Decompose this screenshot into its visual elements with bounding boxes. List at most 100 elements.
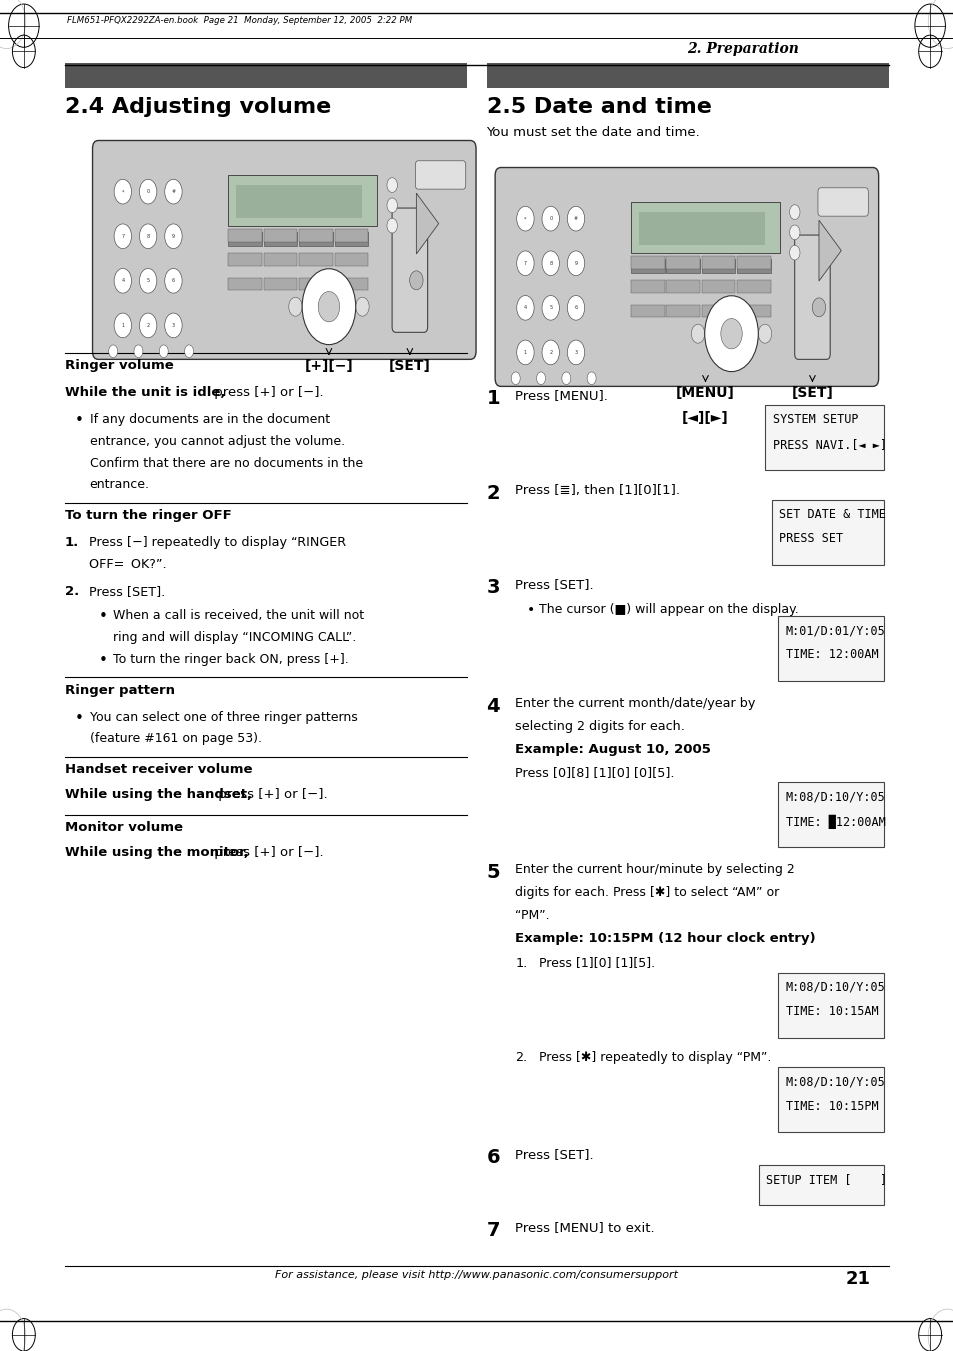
Text: [◄][►]: [◄][►] xyxy=(681,411,728,424)
FancyBboxPatch shape xyxy=(817,188,867,216)
Text: digits for each. Press [✱] to select “AM” or: digits for each. Press [✱] to select “AM… xyxy=(515,886,779,900)
Text: SYSTEM SETUP: SYSTEM SETUP xyxy=(772,413,858,427)
Text: press [+] or [−].: press [+] or [−]. xyxy=(210,846,323,859)
Text: M:08/D:10/Y:05: M:08/D:10/Y:05 xyxy=(785,790,884,804)
Bar xyxy=(335,278,368,290)
Text: •: • xyxy=(74,413,83,428)
Text: 2.4 Adjusting volume: 2.4 Adjusting volume xyxy=(65,97,331,118)
Text: #: # xyxy=(172,189,175,195)
Text: entrance.: entrance. xyxy=(90,478,150,492)
Bar xyxy=(631,257,664,269)
Text: Handset receiver volume: Handset receiver volume xyxy=(65,763,253,777)
Circle shape xyxy=(289,297,302,316)
Text: ring and will display “INCOMING CALL”.: ring and will display “INCOMING CALL”. xyxy=(112,631,355,644)
Text: Press [1][0] [1][5].: Press [1][0] [1][5]. xyxy=(538,957,655,970)
Text: To turn the ringer OFF: To turn the ringer OFF xyxy=(65,509,232,523)
Bar xyxy=(764,405,883,470)
Bar xyxy=(299,278,333,290)
Circle shape xyxy=(789,205,800,219)
Bar xyxy=(229,278,262,290)
Circle shape xyxy=(109,345,117,358)
Bar xyxy=(299,254,333,266)
Circle shape xyxy=(159,345,168,358)
Text: While using the handset,: While using the handset, xyxy=(65,788,252,801)
Bar xyxy=(778,973,883,1038)
Text: Press [≣], then [1][0][1].: Press [≣], then [1][0][1]. xyxy=(515,484,679,497)
Circle shape xyxy=(387,199,397,212)
Circle shape xyxy=(114,269,132,293)
Text: Press [MENU] to exit.: Press [MENU] to exit. xyxy=(515,1221,654,1235)
Text: 5: 5 xyxy=(147,278,150,284)
Text: M:08/D:10/Y:05: M:08/D:10/Y:05 xyxy=(785,981,884,994)
Text: While the unit is idle,: While the unit is idle, xyxy=(65,386,225,400)
Text: 7: 7 xyxy=(121,234,124,239)
Bar xyxy=(631,305,664,317)
FancyBboxPatch shape xyxy=(794,235,829,359)
Text: PRESS SET: PRESS SET xyxy=(779,532,842,546)
Bar xyxy=(229,176,377,226)
Text: Press [SET].: Press [SET]. xyxy=(89,585,165,598)
Text: [SET]: [SET] xyxy=(791,386,833,400)
Circle shape xyxy=(567,251,584,276)
Circle shape xyxy=(704,296,758,372)
Text: [+][−]: [+][−] xyxy=(304,359,353,373)
Bar xyxy=(229,230,262,242)
Text: #: # xyxy=(574,216,578,222)
Text: 5: 5 xyxy=(486,863,499,882)
Circle shape xyxy=(567,340,584,365)
Text: •: • xyxy=(74,711,83,725)
Text: To turn the ringer back ON, press [+].: To turn the ringer back ON, press [+]. xyxy=(112,653,348,666)
Circle shape xyxy=(387,219,397,232)
Text: 8: 8 xyxy=(549,261,552,266)
FancyBboxPatch shape xyxy=(392,208,427,332)
Text: 6: 6 xyxy=(574,305,577,311)
Text: TIME: 10:15AM: TIME: 10:15AM xyxy=(785,1005,878,1019)
Circle shape xyxy=(165,269,182,293)
Text: Ringer pattern: Ringer pattern xyxy=(65,684,174,697)
Text: *: * xyxy=(523,216,526,222)
Bar xyxy=(737,281,770,293)
Text: TIME: 12:00AM: TIME: 12:00AM xyxy=(785,648,878,662)
Circle shape xyxy=(139,313,156,338)
Bar xyxy=(778,1067,883,1132)
Circle shape xyxy=(561,372,570,385)
Text: Press [✱] repeatedly to display “PM”.: Press [✱] repeatedly to display “PM”. xyxy=(538,1051,771,1065)
Text: [SET]: [SET] xyxy=(389,359,431,373)
Bar xyxy=(666,281,700,293)
Bar xyxy=(335,230,368,242)
Text: Press [SET].: Press [SET]. xyxy=(515,578,593,592)
Text: M:01/D:01/Y:05: M:01/D:01/Y:05 xyxy=(785,624,884,638)
Text: Enter the current hour/minute by selecting 2: Enter the current hour/minute by selecti… xyxy=(515,863,794,877)
Polygon shape xyxy=(416,193,438,254)
Bar xyxy=(737,305,770,317)
Circle shape xyxy=(789,246,800,259)
Text: *: * xyxy=(121,189,124,195)
Text: 4: 4 xyxy=(486,697,499,716)
Text: You must set the date and time.: You must set the date and time. xyxy=(486,126,700,139)
Text: Example: August 10, 2005: Example: August 10, 2005 xyxy=(515,743,710,757)
Bar xyxy=(264,230,297,242)
Bar xyxy=(229,254,262,266)
Text: [MENU]: [MENU] xyxy=(676,386,734,400)
Text: press [+] or [−].: press [+] or [−]. xyxy=(210,386,323,400)
Text: SET DATE & TIME: SET DATE & TIME xyxy=(779,508,885,521)
Text: Press [−] repeatedly to display “RINGER: Press [−] repeatedly to display “RINGER xyxy=(89,536,346,550)
Bar xyxy=(486,63,888,88)
Circle shape xyxy=(517,340,534,365)
Text: Example: 10:15PM (12 hour clock entry): Example: 10:15PM (12 hour clock entry) xyxy=(515,932,815,946)
Text: press [+] or [−].: press [+] or [−]. xyxy=(213,788,327,801)
Text: Enter the current month/date/year by: Enter the current month/date/year by xyxy=(515,697,755,711)
Text: Monitor volume: Monitor volume xyxy=(65,821,183,835)
Circle shape xyxy=(114,313,132,338)
Circle shape xyxy=(114,180,132,204)
Text: For assistance, please visit http://www.panasonic.com/consumersupport: For assistance, please visit http://www.… xyxy=(275,1270,678,1279)
Bar xyxy=(778,616,883,681)
Text: TIME: █12:00AM: TIME: █12:00AM xyxy=(785,815,884,830)
Bar xyxy=(235,185,362,218)
Text: entrance, you cannot adjust the volume.: entrance, you cannot adjust the volume. xyxy=(90,435,344,449)
Text: 1.: 1. xyxy=(65,536,79,550)
Bar xyxy=(701,281,735,293)
FancyBboxPatch shape xyxy=(415,161,465,189)
Circle shape xyxy=(409,270,422,290)
Text: Press [SET].: Press [SET]. xyxy=(515,1148,593,1162)
